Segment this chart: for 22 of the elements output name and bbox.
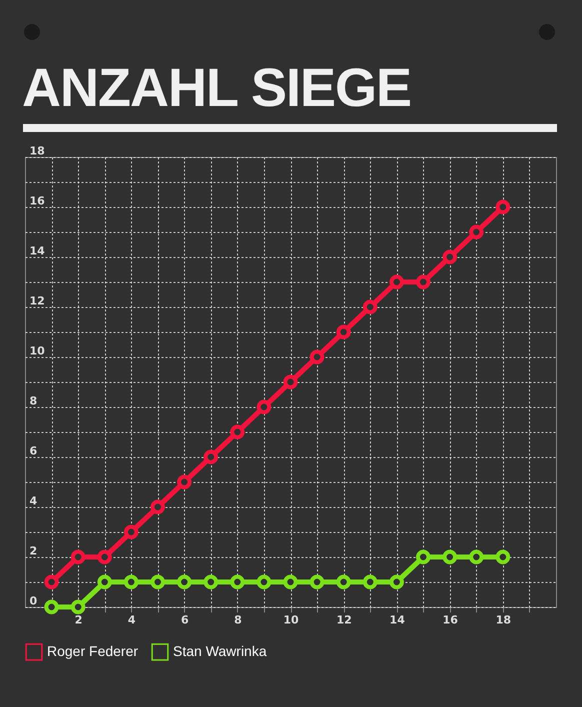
y-tick-label: 16: [30, 194, 46, 208]
legend-label: Stan Wawrinka: [173, 643, 267, 660]
x-tick-label: 18: [496, 614, 512, 626]
x-tick-label: 4: [128, 614, 136, 626]
x-tick-label: 2: [74, 614, 82, 626]
x-tick-label: 16: [442, 614, 458, 626]
y-tick-label: 0: [30, 594, 38, 608]
y-tick-label: 12: [30, 294, 45, 308]
x-tick-label: 10: [283, 614, 299, 626]
y-tick-label: 14: [30, 244, 46, 258]
y-tick-label: 10: [30, 344, 46, 358]
y-tick-label: 18: [30, 144, 45, 158]
y-tick-label: 4: [30, 494, 38, 508]
legend-label: Roger Federer: [47, 643, 138, 660]
chart-title: ANZAHL SIEGE: [22, 58, 412, 118]
x-tick-label: 12: [336, 614, 352, 626]
y-tick-label: 2: [30, 544, 38, 558]
y-tick-label: 8: [30, 394, 38, 408]
y-tick-label: 6: [30, 444, 38, 458]
x-tick-label: 14: [390, 614, 406, 626]
x-tick-label: 6: [180, 614, 189, 626]
x-tick-label: 8: [234, 614, 242, 626]
